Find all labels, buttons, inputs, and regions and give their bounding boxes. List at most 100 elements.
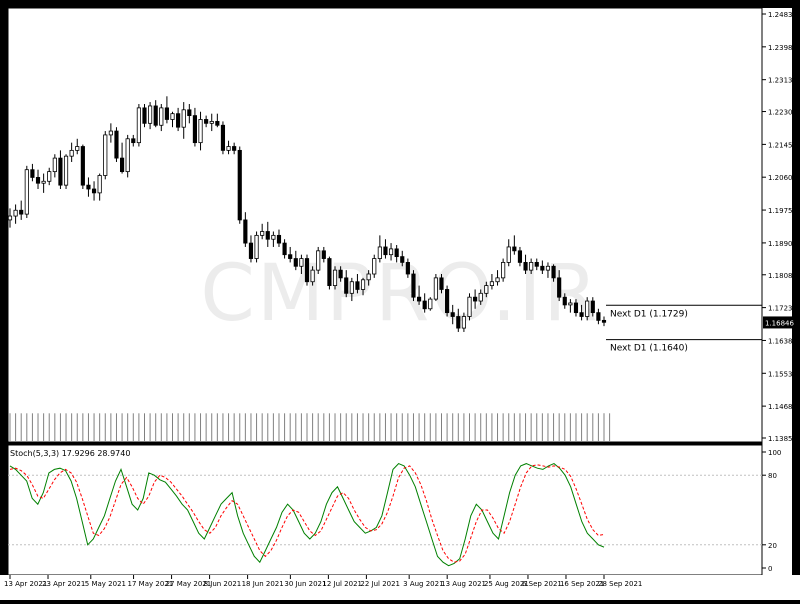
candle-bullish [170, 113, 175, 120]
candle-bearish [30, 169, 35, 178]
candle-bullish [41, 180, 46, 184]
candle-bearish [579, 312, 584, 317]
candle-bearish [19, 209, 24, 215]
stoch-tick-label: 0 [768, 565, 772, 573]
candle-bearish [445, 289, 450, 314]
candle-bearish [517, 250, 523, 263]
current-price-box [763, 316, 792, 329]
time-tick-label: 23 Apr 2021 [42, 580, 85, 588]
candle-bearish [383, 246, 388, 256]
candle-bearish [243, 219, 248, 244]
price-tick-label: 1.17230 [768, 305, 797, 313]
candle-bearish [355, 281, 360, 290]
candle-bearish [265, 231, 270, 240]
candle-bullish [254, 234, 259, 259]
candle-bullish [198, 119, 203, 144]
candle-bullish [75, 146, 80, 151]
candle-bullish [461, 316, 466, 329]
stoch-tick-label: 20 [768, 542, 777, 550]
price-tick-label: 1.21455 [768, 141, 797, 149]
price-tick-label: 1.13855 [768, 435, 797, 443]
candle-bullish [377, 246, 382, 259]
candle-bearish [276, 234, 282, 244]
price-tick-label: 1.19755 [768, 207, 797, 215]
candle-bearish [562, 296, 567, 306]
candle-bearish [512, 246, 517, 252]
candle-bullish [529, 262, 534, 271]
candle-bullish [506, 246, 511, 263]
time-tick-label: 28 Sep 2021 [598, 580, 642, 588]
candle-bullish [7, 215, 13, 221]
price-tick-label: 1.22305 [768, 109, 797, 117]
price-tick-label: 1.14680 [768, 403, 797, 411]
candle-bullish [360, 279, 366, 290]
candle-bearish [248, 242, 254, 259]
candle-bullish [108, 130, 113, 136]
candle-bullish [181, 109, 186, 128]
candle-bullish [349, 281, 354, 294]
candle-bullish [372, 258, 377, 275]
candle-bearish [400, 256, 405, 263]
candle-bearish [405, 262, 410, 275]
candle-bullish [433, 277, 438, 300]
time-tick-label: 6 Sep 2021 [522, 580, 562, 588]
candle-bearish [237, 149, 242, 221]
candle-bullish [299, 258, 304, 267]
candle-bullish [366, 273, 371, 281]
time-tick-label: 18 Jun 2021 [242, 580, 284, 588]
price-tick-label: 1.23130 [768, 77, 797, 85]
candle-bullish [495, 277, 500, 283]
next-level-label: Next D1 (1.1729) [610, 309, 688, 319]
stoch-tick-label: 80 [768, 472, 777, 480]
time-tick-label: 13 Apr 2021 [4, 580, 47, 588]
candle-bullish [489, 281, 495, 286]
candle-bullish [467, 296, 472, 317]
candle-bearish [91, 188, 97, 194]
candle-bearish [394, 248, 399, 258]
candle-bullish [226, 146, 231, 151]
candle-bearish [131, 138, 136, 144]
candle-bullish [388, 248, 394, 256]
candle-bullish [271, 234, 276, 240]
time-tick-label: 3 Aug 2021 [403, 580, 443, 588]
price-tick-label: 1.20606 [768, 174, 797, 182]
candle-bearish [215, 121, 220, 126]
candle-bearish [187, 109, 192, 117]
price-panel [7, 7, 763, 443]
candle-bullish [52, 157, 57, 173]
stoch-signal-line [9, 464, 605, 563]
stoch-tick-label: 100 [768, 449, 781, 457]
candle-bullish [484, 285, 489, 294]
candle-bearish [422, 300, 427, 310]
time-tick-label: 12 Jul 2021 [322, 580, 362, 588]
candle-bullish [332, 269, 338, 286]
candle-bullish [568, 302, 573, 306]
candle-bearish [456, 316, 461, 329]
candle-bearish [58, 157, 63, 186]
next-level-label: Next D1 (1.1640) [610, 344, 688, 354]
candle-bullish [159, 107, 164, 126]
candle-bullish [125, 138, 130, 173]
candle-bearish [288, 254, 293, 259]
time-tick-label: 16 Sep 2021 [560, 580, 604, 588]
price-tick-label: 1.23980 [768, 44, 797, 52]
candle-bullish [69, 149, 74, 157]
candle-bearish [557, 277, 562, 298]
candle-bearish [411, 273, 416, 298]
price-axis-area [762, 8, 792, 575]
candle-bullish [478, 292, 483, 302]
price-tick-label: 1.16380 [768, 337, 797, 345]
candle-bullish [63, 155, 69, 186]
candle-bullish [585, 300, 590, 317]
candle-bearish [80, 146, 85, 186]
time-tick-label: 22 Jul 2021 [360, 580, 400, 588]
candle-bearish [164, 107, 169, 120]
candle-bearish [450, 312, 455, 317]
candle-bearish [153, 105, 158, 126]
candle-bearish [596, 312, 601, 321]
candle-bearish [416, 296, 422, 302]
candle-bearish [540, 265, 545, 271]
candle-bearish [142, 107, 147, 124]
candle-bullish [148, 105, 153, 124]
